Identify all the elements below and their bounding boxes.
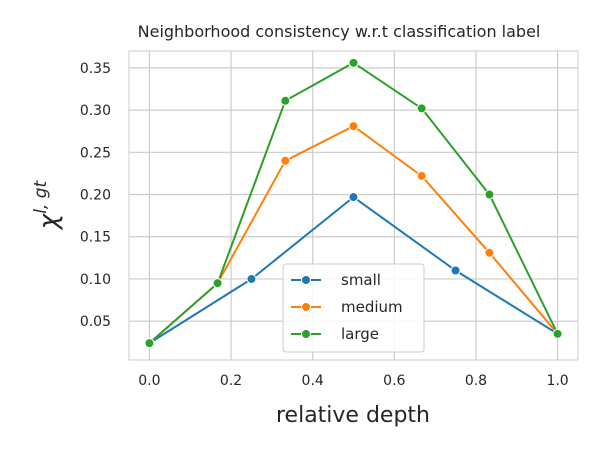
legend: small medium large [282,263,425,353]
data-point-large [348,57,359,68]
legend-label: small [341,271,381,289]
svg-text:χl, gt: χl, gt [31,179,64,231]
x-tick-label: 0.6 [383,373,405,389]
data-point-large [280,95,291,106]
x-tick-label: 0.2 [220,373,242,389]
y-tick-label: 0.15 [80,230,111,246]
x-tick-label: 1.0 [546,373,568,389]
y-axis: 0.05 0.10 0.15 0.20 0.25 0.30 0.35 [80,61,111,330]
legend-box [282,263,425,353]
x-tick-label: 0.0 [138,373,160,389]
legend-label: large [341,325,379,343]
legend-marker-swatch [301,275,311,285]
data-point-large [144,338,155,349]
data-point-large [416,103,427,114]
x-axis-label: relative depth [276,403,430,428]
data-point-medium [484,247,495,258]
data-point-medium [348,121,359,132]
x-axis: 0.0 0.2 0.4 0.6 0.8 1.0 [138,373,568,389]
y-tick-label: 0.25 [80,145,111,161]
data-point-large [552,328,563,339]
legend-item-large: large [291,325,379,343]
data-point-small [450,265,461,276]
data-point-large [484,189,495,200]
series-points [144,57,563,349]
chart-title: Neighborhood consistency w.r.t classific… [138,22,541,41]
data-point-small [246,273,257,284]
data-point-medium [416,170,427,181]
y-axis-label-superscript: l, gt [31,179,51,213]
y-tick-label: 0.20 [80,188,111,204]
data-point-large [212,278,223,289]
y-axis-label: χl, gt [31,179,64,231]
data-point-medium [280,155,291,166]
y-tick-label: 0.30 [80,103,111,119]
legend-marker-swatch [301,302,311,312]
y-tick-label: 0.05 [80,314,111,330]
legend-label: medium [341,298,403,316]
x-tick-label: 0.4 [302,373,324,389]
y-tick-label: 0.35 [80,61,111,77]
data-point-small [348,192,359,203]
legend-item-medium: medium [291,298,403,316]
y-axis-label-base: χ [34,212,64,231]
y-tick-label: 0.10 [80,272,111,288]
legend-item-small: small [291,271,381,289]
legend-marker-swatch [301,329,311,339]
x-tick-label: 0.8 [465,373,487,389]
